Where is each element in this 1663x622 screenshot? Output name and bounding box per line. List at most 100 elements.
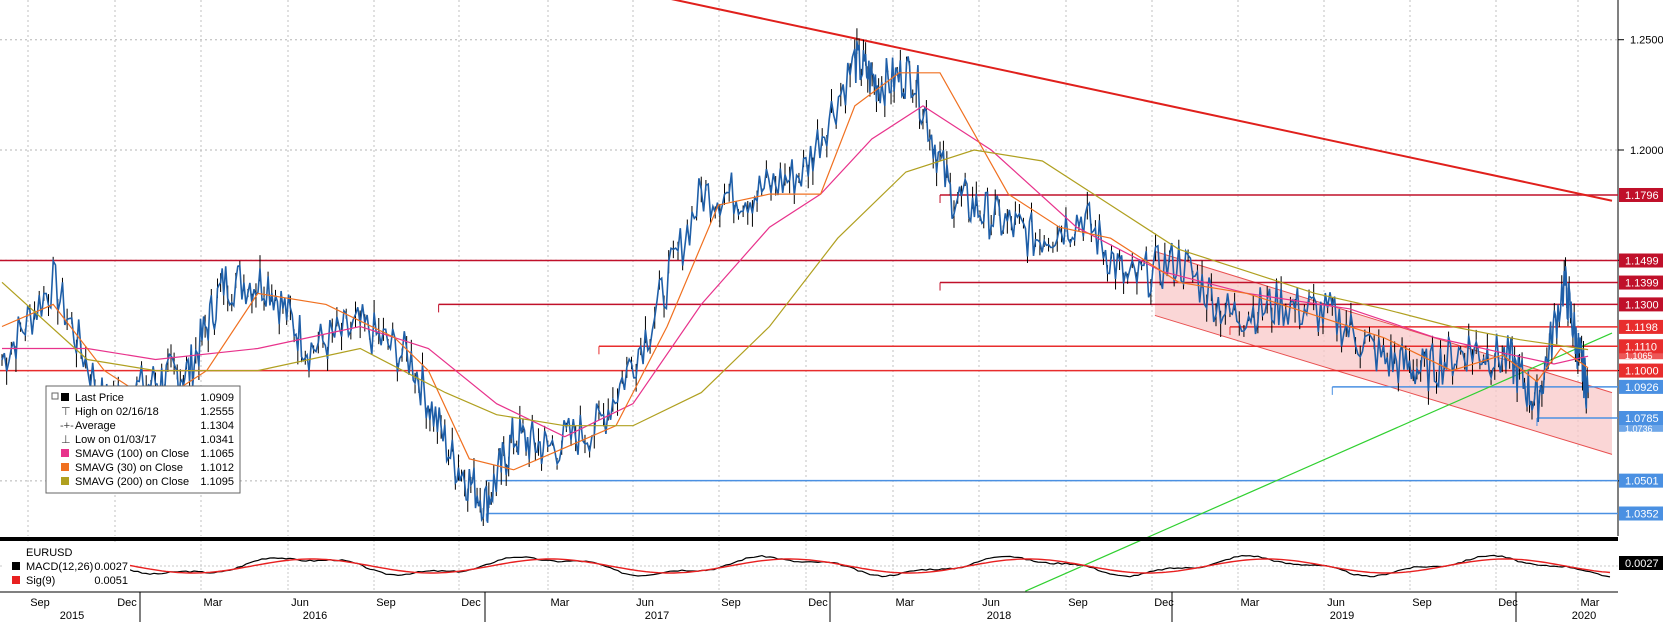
x-month-label: Sep: [721, 597, 741, 609]
level-tag-hidden-text: 1.1065: [1625, 351, 1653, 361]
macd-value: 0.0027: [94, 561, 128, 573]
legend-last-price-label: Last Price: [75, 392, 124, 404]
channel-upper-line: [1154, 250, 1613, 394]
x-month-label: Jun: [1327, 597, 1345, 609]
series-line-smavg-30-on-close: [1, 72, 1589, 471]
level-tag-hidden-text: 1.0736: [1625, 424, 1653, 434]
level-tag-text: 1.0785: [1625, 413, 1659, 425]
high-marker-icon: ⊤: [61, 406, 71, 418]
level-tag-1.0501: [1619, 473, 1663, 488]
x-year-label: 2017: [645, 610, 669, 622]
panel-divider[interactable]: [0, 537, 1618, 541]
level-tag-1.0926: [1619, 379, 1663, 394]
x-month-label: Mar: [896, 597, 915, 609]
series-line-smavg-200-on-close: [1, 149, 1589, 427]
sig-value: 0.0051: [94, 575, 128, 587]
legend-low-value: 1.0341: [200, 434, 234, 446]
x-month-label: Jun: [291, 597, 309, 609]
level-tag-1.1000: [1619, 363, 1663, 378]
level-tag-hidden: [1619, 423, 1663, 432]
x-month-label: Sep: [1412, 597, 1432, 609]
x-year-label: 2019: [1330, 610, 1354, 622]
sig-label: Sig(9): [26, 575, 55, 587]
x-month-label: Dec: [808, 597, 828, 609]
level-tag-1.1300: [1619, 297, 1663, 312]
level-tag-1.0785: [1619, 410, 1663, 425]
x-year-label: 2015: [60, 610, 84, 622]
y-tick-label: 1.2000: [1630, 145, 1663, 157]
x-year-label: 2018: [987, 610, 1011, 622]
legend-high-value: 1.2555: [200, 406, 234, 418]
x-month-label: Dec: [461, 597, 481, 609]
macd-swatch: [12, 562, 20, 570]
legend-sma30-value: 1.1012: [200, 462, 234, 474]
legend-sma200-value: 1.1095: [200, 476, 234, 488]
level-tag-1.1198: [1619, 319, 1663, 334]
legend-collapse-icon[interactable]: [51, 392, 59, 400]
x-month-label: Mar: [1241, 597, 1260, 609]
legend-average-value: 1.1304: [200, 420, 234, 432]
low-marker-icon: ⊥: [61, 434, 71, 446]
level-tag-text: 1.0352: [1625, 509, 1659, 521]
legend-sma100-value: 1.1065: [200, 448, 234, 460]
level-tag-text: 1.0501: [1625, 476, 1659, 488]
level-tag-hidden: [1619, 351, 1663, 360]
x-year-label: 2016: [303, 610, 327, 622]
channel-lower-line: [1154, 314, 1613, 455]
macd-last-value-text: 0.0027: [1625, 558, 1659, 570]
x-month-label: Dec: [1498, 597, 1518, 609]
legend-sma200-label: SMAVG (200) on Close: [75, 476, 189, 488]
macd-legend-box: [4, 544, 130, 592]
time-axis: Sep Dec Mar Jun Sep Dec Mar Jun Sep Dec Mar Jun Sep D…: [0, 591, 1618, 622]
legend-high-label: High on 02/16/18: [75, 406, 159, 418]
level-tag-1.1399: [1619, 275, 1663, 290]
x-month-label: Jun: [982, 597, 1000, 609]
y-tick-label: 1.2500: [1630, 35, 1663, 47]
legend-low-label: Low on 01/03/17: [75, 434, 156, 446]
level-tag-text: 1.0926: [1625, 382, 1659, 394]
level-tag-text: 1.1796: [1625, 190, 1659, 202]
legend-swatch-sma30: [61, 463, 69, 471]
level-tag-text: 1.1198: [1625, 322, 1658, 334]
legend: Last Price 1.0909 ⊤ High on 02/16/18 1.2…: [45, 385, 241, 494]
level-tag-text: 1.1499: [1625, 256, 1659, 268]
x-year-label: 2020: [1572, 610, 1596, 622]
macd-label: MACD(12,26): [26, 561, 93, 573]
x-month-label: Sep: [376, 597, 396, 609]
x-month-label: Mar: [551, 597, 570, 609]
level-tag-text: 1.1300: [1625, 299, 1659, 311]
x-month-label: Sep: [30, 597, 50, 609]
x-month-label: Mar: [1581, 597, 1600, 609]
signal-series-line: [129, 558, 1611, 574]
level-tag-1.0352: [1619, 506, 1663, 521]
legend-swatch-sma100: [61, 449, 69, 457]
legend-sma100-label: SMAVG (100) on Close: [75, 448, 189, 460]
macd-ticker: EURUSD: [26, 547, 73, 559]
sig-swatch: [12, 576, 20, 584]
level-tag-1.1499: [1619, 253, 1663, 268]
x-month-label: Dec: [1154, 597, 1174, 609]
level-labels: 1.17961.14991.13991.13001.11981.11101.10…: [1619, 187, 1663, 521]
price-series: [1, 28, 1589, 526]
x-month-label: Sep: [1068, 597, 1088, 609]
legend-sma30-label: SMAVG (30) on Close: [75, 462, 183, 474]
level-tag-text: 1.1399: [1625, 278, 1659, 290]
macd-last-value-tag: [1619, 556, 1663, 570]
legend-box: [45, 385, 241, 494]
legend-swatch-last-price: [61, 393, 69, 401]
legend-average-label: Average: [75, 420, 116, 432]
macd-panel: EURUSD MACD(12,26) 0.0027 Sig(9) 0.0051 …: [0, 544, 1663, 592]
legend-last-price-value: 1.0909: [200, 392, 234, 404]
x-month-label: Dec: [117, 597, 137, 609]
x-month-label: Jun: [636, 597, 654, 609]
average-marker-icon: -+-: [60, 420, 74, 432]
x-month-label: Mar: [204, 597, 223, 609]
level-tag-text: 1.1000: [1625, 366, 1659, 378]
level-tag-1.1796: [1619, 187, 1663, 202]
macd-series-line: [129, 554, 1611, 578]
level-tag-1.1110: [1619, 339, 1663, 354]
legend-swatch-sma200: [61, 477, 69, 485]
trendline-downtrend: [670, 0, 1613, 202]
level-tag-text: 1.1110: [1625, 341, 1657, 353]
